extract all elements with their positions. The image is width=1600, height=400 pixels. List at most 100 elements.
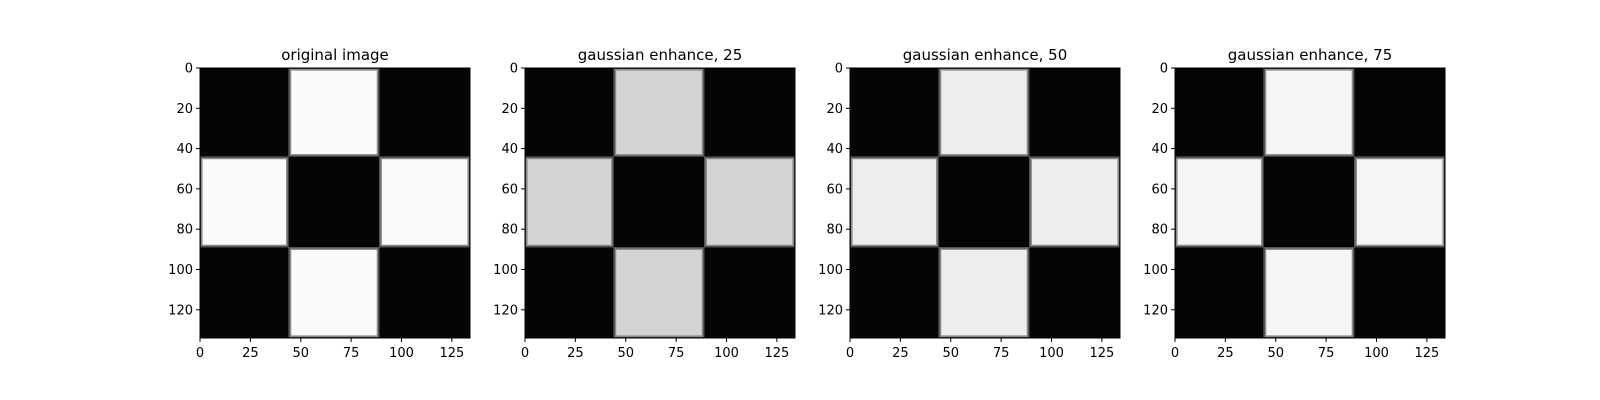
x-tick-label: 75 — [668, 346, 685, 361]
image-block-r2-c1 — [1263, 247, 1355, 338]
y-tick-label: 60 — [826, 182, 843, 197]
y-tick-label: 0 — [510, 62, 518, 77]
panel-title: original image — [281, 46, 389, 64]
panel-title: gaussian enhance, 25 — [578, 46, 743, 64]
image-block-r1-c0 — [1175, 156, 1264, 248]
image-block-r0-c0 — [850, 68, 939, 157]
image-block-r1-c1 — [938, 156, 1030, 248]
x-tick-label: 0 — [846, 346, 854, 361]
y-tick-label: 20 — [176, 102, 193, 117]
x-tick-label: 100 — [1364, 346, 1389, 361]
y-tick-label: 0 — [1160, 62, 1168, 77]
x-tick-label: 125 — [1089, 346, 1114, 361]
x-tick-label: 50 — [617, 346, 634, 361]
image-block-r1-c2 — [1354, 156, 1445, 248]
block-edge — [1264, 68, 1354, 157]
block-edge — [939, 68, 1029, 157]
y-tick-label: 40 — [826, 142, 843, 157]
image-block-r1-c1 — [288, 156, 380, 248]
image-block-r2-c0 — [525, 247, 614, 338]
x-tick-label: 50 — [292, 346, 309, 361]
image-block-r1-c0 — [850, 156, 939, 248]
image-block-r2-c0 — [1175, 247, 1264, 338]
image-block-r1-c0 — [525, 156, 614, 248]
panel-title: gaussian enhance, 75 — [1228, 46, 1393, 64]
y-tick-label: 100 — [168, 263, 193, 278]
image-block-r0-c2 — [1029, 68, 1120, 157]
block-edge — [1175, 157, 1264, 247]
x-tick-label: 25 — [1217, 346, 1234, 361]
y-tick-label: 80 — [826, 223, 843, 238]
x-tick-label: 50 — [1267, 346, 1284, 361]
y-tick-label: 40 — [501, 142, 518, 157]
axes-frame — [199, 67, 471, 339]
y-tick-label: 120 — [818, 303, 843, 318]
image-block-r1-c1 — [1263, 156, 1355, 248]
x-tick-label: 75 — [993, 346, 1010, 361]
y-tick-label: 120 — [1143, 303, 1168, 318]
x-tick-label: 50 — [942, 346, 959, 361]
x-tick-label: 0 — [196, 346, 204, 361]
x-tick-label: 125 — [439, 346, 464, 361]
block-edge — [614, 247, 704, 338]
block-edge — [525, 157, 614, 247]
x-tick-label: 25 — [892, 346, 909, 361]
image-block-r2-c1 — [613, 247, 705, 338]
image-block-r0-c1 — [1263, 68, 1355, 157]
block-edge — [200, 157, 289, 247]
y-tick-label: 40 — [176, 142, 193, 157]
axes-frame — [849, 67, 1121, 339]
panel-3: gaussian enhance, 50 0 25 50 75 100 125 0 20 40 60… — [818, 46, 1121, 361]
block-edge — [289, 247, 379, 338]
y-tick-label: 60 — [1151, 182, 1168, 197]
image-block-r1-c2 — [379, 156, 470, 248]
y-tick-label: 60 — [176, 182, 193, 197]
axes-frame — [524, 67, 796, 339]
image-block-r0-c2 — [379, 68, 470, 157]
y-tick-label: 20 — [826, 102, 843, 117]
image-block-r2-c2 — [704, 247, 795, 338]
y-tick-label: 80 — [501, 223, 518, 238]
y-tick-label: 80 — [1151, 223, 1168, 238]
y-tick-label: 0 — [835, 62, 843, 77]
image-block-r2-c2 — [1354, 247, 1445, 338]
block-edge — [1029, 157, 1120, 247]
image-block-r2-c0 — [850, 247, 939, 338]
image-block-r2-c2 — [1029, 247, 1120, 338]
y-tick-label: 0 — [185, 62, 193, 77]
image-block-r2-c1 — [288, 247, 380, 338]
x-tick-label: 75 — [1318, 346, 1335, 361]
panel-2: gaussian enhance, 25 0 25 50 75 100 125 0 20 40 60… — [493, 46, 796, 361]
x-tick-label: 25 — [242, 346, 259, 361]
y-tick-label: 60 — [501, 182, 518, 197]
image-block-r1-c0 — [200, 156, 289, 248]
block-edge — [1354, 157, 1445, 247]
block-edge — [614, 68, 704, 157]
y-tick-label: 100 — [1143, 263, 1168, 278]
block-edge — [1264, 247, 1354, 338]
image-block-r1-c1 — [613, 156, 705, 248]
block-edge — [704, 157, 795, 247]
x-tick-label: 75 — [343, 346, 360, 361]
image-block-r0-c2 — [704, 68, 795, 157]
panel-title: gaussian enhance, 50 — [903, 46, 1068, 64]
image-block-r2-c0 — [200, 247, 289, 338]
panel-4: gaussian enhance, 75 0 25 50 75 100 125 0 20 40 60… — [1143, 46, 1446, 361]
x-tick-label: 100 — [1039, 346, 1064, 361]
x-tick-label: 100 — [714, 346, 739, 361]
block-edge — [939, 247, 1029, 338]
axes-frame — [1174, 67, 1446, 339]
panel-1: original image 0 25 50 75 100 125 0 20 40 60 80 100 1… — [168, 46, 471, 361]
block-edge — [379, 157, 470, 247]
image-block-r0-c1 — [613, 68, 705, 157]
x-tick-label: 25 — [567, 346, 584, 361]
image-block-r0-c1 — [938, 68, 1030, 157]
y-tick-label: 20 — [501, 102, 518, 117]
y-tick-label: 100 — [818, 263, 843, 278]
image-block-r0-c2 — [1354, 68, 1445, 157]
y-tick-label: 20 — [1151, 102, 1168, 117]
image-block-r0-c0 — [525, 68, 614, 157]
image-block-r1-c2 — [704, 156, 795, 248]
y-tick-label: 100 — [493, 263, 518, 278]
